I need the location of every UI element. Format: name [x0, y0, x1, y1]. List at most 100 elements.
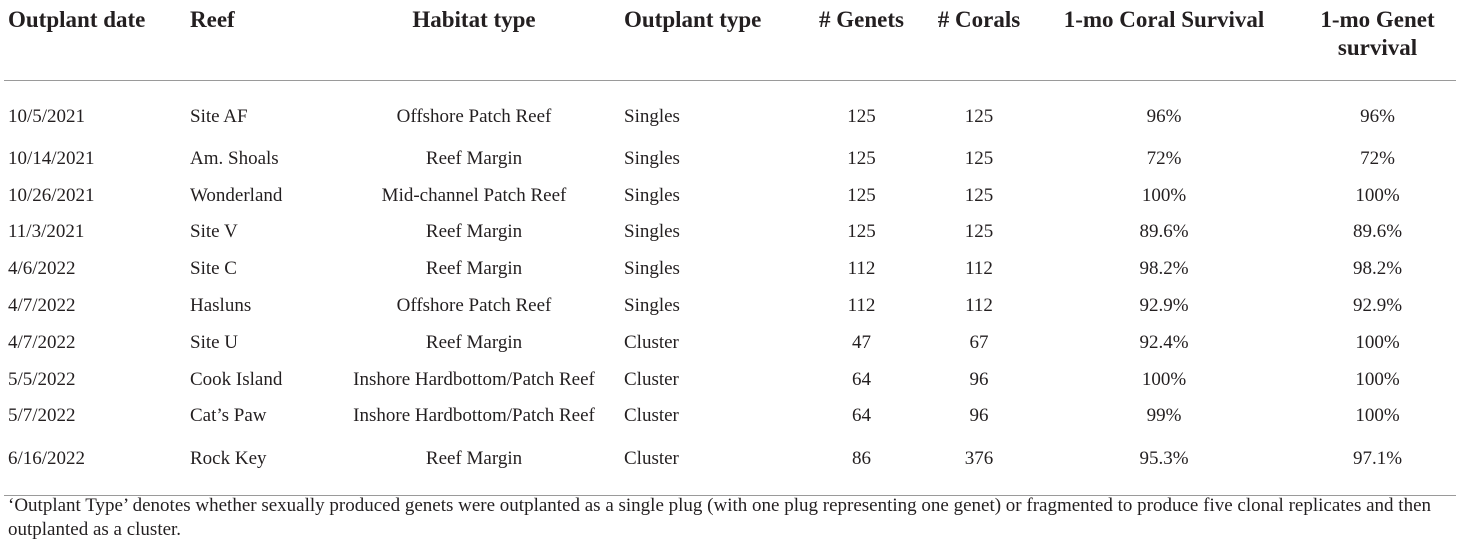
cell-outplant-date: 10/26/2021: [8, 184, 95, 206]
cell-outplant-date: 6/16/2022: [8, 447, 86, 469]
header-genet-survival-line1: 1-mo Genet: [1320, 7, 1435, 32]
cell-outplant-date: 4/6/2022: [8, 258, 76, 280]
cell-outplant-date: 5/5/2022: [8, 368, 76, 390]
table-body: 10/5/2021 Site AF Offshore Patch Reef Singl…: [4, 80, 1456, 496]
cell-reef: Am. Shoals: [190, 147, 279, 169]
cell-outplant-type: Singles: [624, 221, 680, 243]
table-footnote: ‘Outplant Type’ denotes whether sexually…: [8, 495, 1432, 540]
table-row: 10/14/2021 Am. Shoals Reef Margin Singles 12…: [4, 141, 1456, 178]
cell-outplant-date: 5/7/2022: [8, 405, 76, 427]
cell-coral-survival: 98.2%: [1139, 258, 1189, 280]
cell-genet-survival: 96%: [1360, 105, 1395, 127]
header-genets: # Genets: [819, 7, 904, 32]
cell-corals: 67: [969, 331, 989, 353]
cell-habitat-type: Reef Margin: [425, 447, 523, 469]
cell-reef: Site AF: [190, 105, 248, 127]
outplant-table-container: Outplant date Reef Habitat type Outplant…: [4, 0, 1456, 496]
cell-corals: 125: [964, 105, 994, 127]
cell-genets: 47: [852, 331, 871, 353]
cell-habitat-type: Reef Margin: [425, 147, 523, 169]
cell-outplant-type: Cluster: [624, 331, 679, 353]
header-outplant-type: Outplant type: [624, 7, 762, 32]
cell-reef: Cook Island: [190, 368, 283, 390]
cell-coral-survival: 95.3%: [1139, 447, 1189, 469]
cell-genets: 112: [847, 258, 876, 280]
header-genet-survival-line2: survival: [1337, 35, 1418, 60]
cell-coral-survival: 99%: [1146, 405, 1182, 427]
cell-outplant-date: 10/5/2021: [8, 105, 86, 127]
cell-corals: 376: [964, 447, 994, 469]
cell-corals: 112: [965, 258, 993, 280]
cell-genets: 112: [847, 295, 876, 317]
cell-outplant-type: Singles: [624, 147, 680, 169]
cell-reef: Cat’s Paw: [190, 405, 267, 427]
cell-outplant-type: Singles: [624, 258, 680, 280]
table-row: 4/7/2022 Site U Reef Margin Cluster 47 67 92.4…: [4, 324, 1456, 361]
table-row: 11/3/2021 Site V Reef Margin Singles 125 125 8…: [4, 214, 1456, 251]
cell-genet-survival: 100%: [1355, 331, 1400, 353]
cell-reef: Wonderland: [190, 184, 283, 206]
cell-habitat-type: Offshore Patch Reef: [396, 295, 552, 317]
cell-habitat-type: Mid-channel Patch Reef: [381, 184, 567, 206]
header-coral-survival: 1-mo Coral Survival: [1063, 7, 1265, 32]
cell-corals: 96: [969, 368, 989, 390]
cell-genet-survival: 98.2%: [1352, 258, 1403, 280]
cell-habitat-type: Inshore Hardbottom/Patch Reef: [353, 368, 595, 390]
cell-coral-survival: 92.9%: [1139, 295, 1189, 317]
cell-genet-survival: 100%: [1355, 405, 1400, 427]
cell-outplant-type: Singles: [624, 105, 680, 127]
cell-genet-survival: 92.9%: [1352, 295, 1403, 317]
cell-reef: Site U: [190, 331, 239, 353]
cell-genets: 125: [847, 105, 876, 127]
cell-genets: 125: [847, 184, 876, 206]
cell-habitat-type: Reef Margin: [425, 258, 523, 280]
cell-genet-survival: 100%: [1355, 368, 1400, 390]
cell-reef: Hasluns: [190, 295, 252, 317]
header-corals: # Corals: [937, 7, 1021, 32]
header-habitat-type: Habitat type: [412, 7, 536, 32]
table-row: 6/16/2022 Rock Key Reef Margin Cluster 86 376…: [4, 435, 1456, 496]
cell-reef: Site C: [190, 258, 237, 280]
cell-corals: 96: [969, 405, 989, 427]
header-row: Outplant date Reef Habitat type Outplant…: [4, 0, 1456, 80]
cell-genets: 64: [852, 405, 871, 427]
cell-outplant-date: 4/7/2022: [8, 331, 76, 353]
cell-coral-survival: 72%: [1146, 147, 1182, 169]
table-row: 5/7/2022 Cat’s Paw Inshore Hardbottom/Patc…: [4, 398, 1456, 435]
table-row: 10/5/2021 Site AF Offshore Patch Reef Singl…: [4, 80, 1456, 141]
cell-outplant-date: 10/14/2021: [8, 147, 95, 169]
table-row: 4/6/2022 Site C Reef Margin Singles 112 112 98…: [4, 251, 1456, 288]
table-header: Outplant date Reef Habitat type Outplant…: [4, 0, 1456, 80]
cell-coral-survival: 89.6%: [1139, 221, 1189, 243]
cell-habitat-type: Inshore Hardbottom/Patch Reef: [353, 405, 595, 427]
cell-coral-survival: 96%: [1146, 105, 1182, 127]
cell-habitat-type: Reef Margin: [425, 331, 523, 353]
cell-outplant-type: Cluster: [624, 405, 679, 427]
cell-genet-survival: 72%: [1360, 147, 1395, 169]
cell-outplant-type: Cluster: [624, 447, 679, 469]
cell-genets: 64: [852, 368, 871, 390]
header-outplant-date: Outplant date: [8, 7, 146, 32]
header-reef: Reef: [190, 7, 235, 32]
cell-genet-survival: 100%: [1355, 184, 1400, 206]
table-row: 10/26/2021 Wonderland Mid-channel Patch Re…: [4, 177, 1456, 214]
cell-outplant-date: 4/7/2022: [8, 295, 76, 317]
cell-outplant-type: Cluster: [624, 368, 679, 390]
cell-genets: 86: [852, 447, 871, 469]
cell-corals: 125: [964, 147, 994, 169]
cell-corals: 112: [965, 295, 993, 317]
cell-corals: 125: [964, 221, 994, 243]
cell-habitat-type: Offshore Patch Reef: [396, 105, 552, 127]
table-row: 5/5/2022 Cook Island Inshore Hardbottom/Pa…: [4, 361, 1456, 398]
cell-corals: 125: [964, 184, 994, 206]
cell-genet-survival: 97.1%: [1352, 447, 1403, 469]
cell-genets: 125: [847, 221, 876, 243]
table-row: 4/7/2022 Hasluns Offshore Patch Reef Single…: [4, 288, 1456, 325]
cell-coral-survival: 100%: [1141, 184, 1187, 206]
cell-reef: Rock Key: [190, 447, 267, 469]
cell-genet-survival: 89.6%: [1352, 221, 1403, 243]
cell-coral-survival: 92.4%: [1139, 331, 1189, 353]
header-genet-survival: 1-mo Genet survival: [1299, 0, 1456, 80]
cell-coral-survival: 100%: [1141, 368, 1187, 390]
cell-outplant-date: 11/3/2021: [8, 221, 85, 243]
